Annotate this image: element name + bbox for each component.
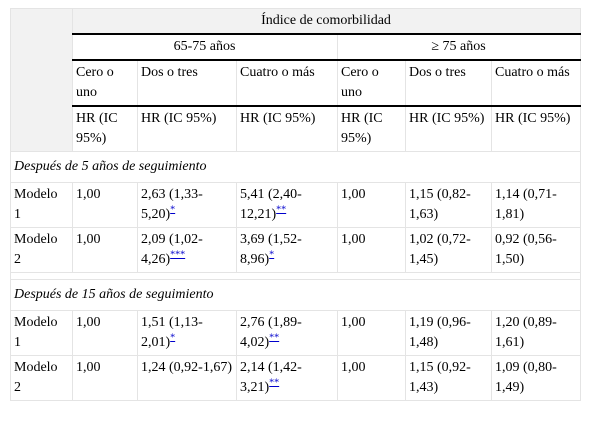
cell-value: 1,00: [76, 232, 101, 247]
cell: 1,02 (0,72-1,45): [405, 227, 492, 273]
cell: 1,00: [337, 182, 406, 228]
cell: 1,00: [337, 310, 406, 356]
cell-value: 1,00: [341, 232, 366, 247]
cell-value: 1,00: [341, 187, 366, 202]
cell-value: 5,41 (2,40-12,21): [240, 187, 302, 222]
section-title: Después de 5 años de seguimiento: [9, 151, 582, 183]
cell: 1,15 (0,92-1,43): [405, 355, 492, 401]
measure-header: HR (IC 95%): [337, 105, 406, 152]
cell: 1,00: [72, 227, 138, 273]
measure-header: HR (IC 95%): [72, 105, 138, 152]
data-row: Modelo 1 1,00 1,51 (1,13-2,01)* 2,76 (1,89-…: [10, 310, 582, 356]
cell-value: 2,76 (1,89-4,02): [240, 315, 302, 350]
row-label: Modelo 2: [10, 227, 73, 273]
header-row: Índice de comorbilidad: [10, 8, 582, 152]
cell: 2,09 (1,02-4,26)***: [137, 227, 237, 273]
cell-value: 1,00: [76, 360, 101, 375]
column-header: Cero o uno: [72, 59, 138, 107]
data-row: Modelo 2 1,00 1,24 (0,92-1,67) 2,14 (1,42-3…: [10, 355, 582, 401]
column-header: Dos o tres: [405, 59, 492, 107]
cell: 5,41 (2,40-12,21)**: [236, 182, 338, 228]
cell-value: 1,20 (0,89-1,61): [495, 315, 557, 350]
cell: 1,00: [72, 182, 138, 228]
measure-header: HR (IC 95%): [137, 105, 237, 152]
cell-value: 1,15 (0,82-1,63): [409, 187, 471, 222]
group-header: 65-75 años: [72, 33, 338, 61]
results-table: Índice de comorbilidad 65-75 años ≥ 75 año…: [9, 8, 582, 401]
row-label: Modelo 1: [10, 182, 73, 228]
cell-value: 1,24 (0,92-1,67): [141, 360, 232, 375]
footnote-link[interactable]: **: [269, 377, 280, 389]
footnote-link[interactable]: ***: [170, 249, 186, 261]
column-header: Dos o tres: [137, 59, 237, 107]
cell-value: 2,14 (1,42-3,21): [240, 360, 302, 395]
section-title: Después de 15 años de seguimiento: [9, 279, 582, 311]
section-row: Después de 5 años de seguimiento: [9, 151, 582, 183]
cell: 1,15 (0,82-1,63): [405, 182, 492, 228]
row-label: Modelo 1: [10, 310, 73, 356]
footnote-link[interactable]: **: [269, 332, 280, 344]
cell-value: 1,14 (0,71-1,81): [495, 187, 557, 222]
footnote-link[interactable]: *: [269, 249, 275, 261]
cell-value: 1,00: [341, 360, 366, 375]
cell: 1,00: [72, 355, 138, 401]
cell-value: 0,92 (0,56-1,50): [495, 232, 557, 267]
corner-cell: [10, 8, 73, 152]
cell-value: 1,00: [76, 315, 101, 330]
footnote-link[interactable]: *: [170, 204, 176, 216]
row-label: Modelo 2: [10, 355, 73, 401]
measure-header: HR (IC 95%): [490, 105, 582, 152]
measure-row: HR (IC 95%) HR (IC 95%) HR (IC 95%) HR (IC …: [11, 105, 582, 152]
column-header: Cuatro o más: [490, 59, 582, 107]
cell-value: 2,09 (1,02-4,26): [141, 232, 203, 267]
cell: 2,76 (1,89-4,02)**: [236, 310, 338, 356]
cell-value: 1,02 (0,72-1,45): [409, 232, 471, 267]
cell: 2,63 (1,33-5,20)*: [137, 182, 237, 228]
cell: 1,51 (1,13-2,01)*: [137, 310, 237, 356]
measure-header: HR (IC 95%): [405, 105, 492, 152]
cell-value: 1,00: [341, 315, 366, 330]
cell: 1,24 (0,92-1,67): [137, 355, 237, 401]
footnote-link[interactable]: **: [276, 204, 287, 216]
cell: 2,14 (1,42-3,21)**: [236, 355, 338, 401]
column-header: Cero o uno: [337, 59, 406, 107]
cell-value: 1,19 (0,96-1,48): [409, 315, 471, 350]
group-row: 65-75 años ≥ 75 años: [11, 33, 582, 61]
cell-value: 1,51 (1,13-2,01): [141, 315, 203, 350]
column-header: Cuatro o más: [236, 59, 338, 107]
measure-header: HR (IC 95%): [236, 105, 338, 152]
cell: 1,09 (0,80-1,49): [490, 355, 582, 401]
cell: 3,69 (1,52-8,96)*: [236, 227, 338, 273]
cell-value: 1,00: [76, 187, 101, 202]
spacer: [9, 272, 582, 280]
data-row: Modelo 2 1,00 2,09 (1,02-4,26)*** 3,69 (1,5…: [10, 227, 582, 273]
cell: 1,20 (0,89-1,61): [490, 310, 582, 356]
cell-value: 1,15 (0,92-1,43): [409, 360, 471, 395]
group-header: ≥ 75 años: [336, 33, 582, 61]
spacer-row: [9, 272, 582, 280]
cell-value: 1,09 (0,80-1,49): [495, 360, 557, 395]
cell: 1,19 (0,96-1,48): [405, 310, 492, 356]
section-row: Después de 15 años de seguimiento: [9, 279, 582, 311]
header-title: Índice de comorbilidad: [71, 8, 582, 35]
footnote-link[interactable]: *: [170, 332, 176, 344]
cell: 1,00: [337, 227, 406, 273]
column-row: Cero o uno Dos o tres Cuatro o más Cero o u…: [11, 59, 582, 107]
data-row: Modelo 1 1,00 2,63 (1,33-5,20)* 5,41 (2,40-…: [10, 182, 582, 228]
cell-value: 3,69 (1,52-8,96): [240, 232, 302, 267]
cell: 1,00: [337, 355, 406, 401]
cell-value: 2,63 (1,33-5,20): [141, 187, 203, 222]
cell: 1,14 (0,71-1,81): [490, 182, 582, 228]
cell: 1,00: [72, 310, 138, 356]
cell: 0,92 (0,56-1,50): [490, 227, 582, 273]
